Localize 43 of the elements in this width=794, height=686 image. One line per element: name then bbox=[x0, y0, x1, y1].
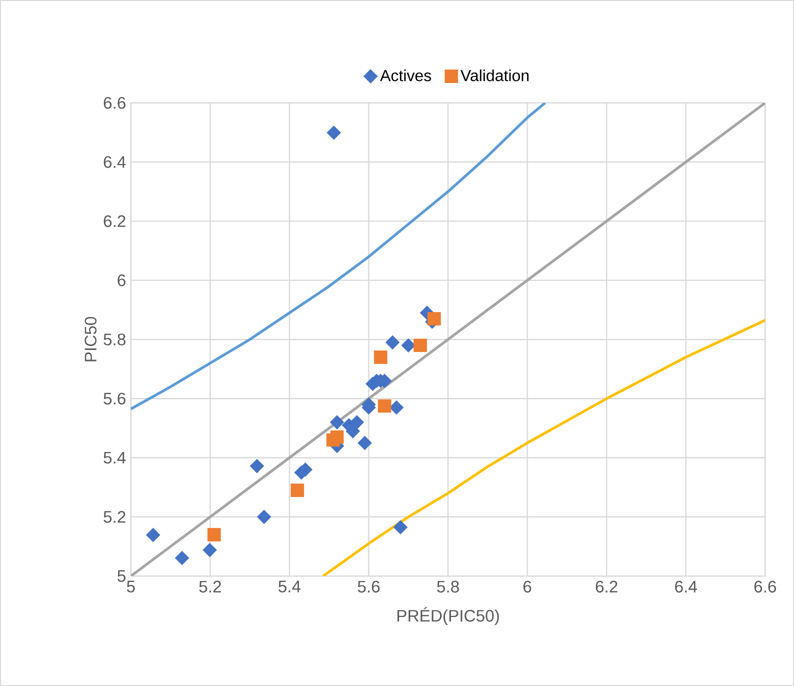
point bbox=[389, 400, 404, 415]
x-tick-label: 6 bbox=[524, 580, 532, 593]
point bbox=[378, 399, 392, 413]
x-axis-title: PRÉD(PIC50) bbox=[397, 607, 499, 626]
point bbox=[414, 338, 427, 352]
point bbox=[350, 415, 364, 430]
x-tick-label: 5.4 bbox=[278, 580, 301, 592]
y-tick-label: 6.6 bbox=[104, 97, 126, 109]
point bbox=[374, 350, 388, 364]
point bbox=[250, 459, 264, 474]
point bbox=[146, 528, 160, 542]
x-tick-label: 6.4 bbox=[675, 580, 697, 593]
point bbox=[202, 543, 217, 558]
x-tick-label: 5.2 bbox=[199, 580, 221, 593]
y-tick-label: 6 bbox=[118, 274, 126, 286]
y-tick-label: 5.2 bbox=[104, 511, 126, 523]
x-tick-label: 6.6 bbox=[754, 580, 776, 593]
point bbox=[385, 335, 400, 350]
point bbox=[207, 528, 221, 542]
point bbox=[290, 484, 304, 497]
y-tick-label: 6.2 bbox=[104, 215, 126, 228]
point bbox=[330, 415, 344, 430]
x-tick-label: 5 bbox=[126, 580, 135, 592]
point bbox=[330, 430, 344, 444]
point bbox=[358, 436, 372, 450]
point bbox=[427, 312, 441, 326]
point bbox=[174, 550, 190, 566]
x-tick-label: 5.8 bbox=[437, 580, 459, 593]
legend-label: Actives bbox=[380, 70, 432, 82]
y-tick-label: 5.8 bbox=[104, 334, 126, 346]
point bbox=[326, 126, 341, 140]
legend-label: Validation bbox=[460, 70, 529, 82]
point bbox=[401, 338, 416, 352]
y-tick-label: 5.6 bbox=[104, 392, 126, 405]
point bbox=[257, 510, 272, 524]
x-tick-label: 6.2 bbox=[596, 580, 618, 593]
x-tick-label: 5.6 bbox=[358, 580, 380, 593]
y-tick-label: 5.4 bbox=[104, 452, 126, 464]
y-axis-title: PIC50 bbox=[84, 316, 97, 362]
point bbox=[393, 520, 408, 534]
y-tick-label: 5 bbox=[118, 570, 126, 582]
y-tick-label: 6.4 bbox=[104, 156, 126, 168]
line-series bbox=[322, 318, 766, 576]
